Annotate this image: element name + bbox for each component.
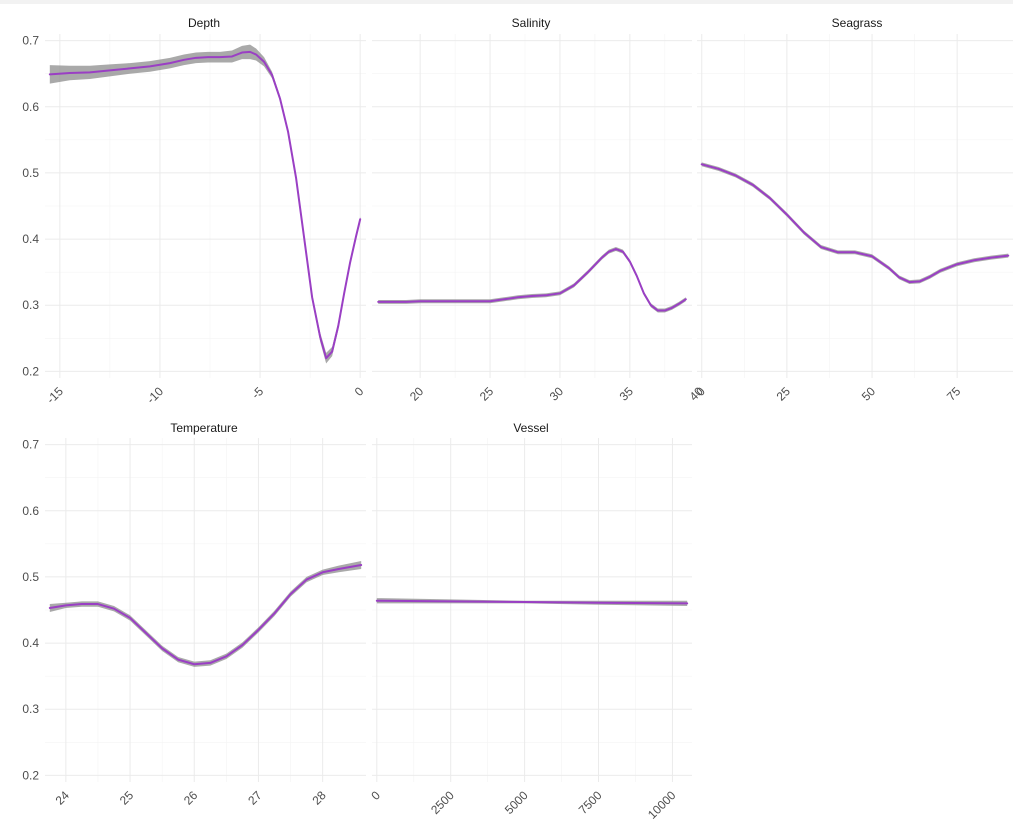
y-tick-label: 0.4 [22,636,39,650]
y-tick-label: 0.4 [22,232,39,246]
confidence-band [701,162,1009,285]
x-tick-label: 25 [477,384,497,404]
x-tick-label: 26 [181,788,201,808]
x-tick-label: 35 [617,384,637,404]
smooth-line [377,248,687,312]
y-tick-label: 0.7 [22,34,39,48]
x-tick-label: 5000 [502,788,531,817]
gridlines [45,34,366,378]
panel-title: Depth [188,16,220,30]
panel-depth: 0.2 0.3 0.4 0.5 0.6 0.7 -15 -10 -5 0 Depth [22,16,366,406]
panel-temperature: 0.2 0.3 0.4 0.5 0.6 0.7 24 25 26 27 28 Temperature [22,421,366,808]
y-tick-label: 0.5 [22,570,39,584]
y-tick-label: 0.7 [22,438,39,452]
x-tick-label: 25 [117,788,137,808]
gridlines [45,438,366,782]
gridlines [372,438,692,782]
panel-title: Vessel [513,421,548,435]
x-tick-label: 2500 [428,788,457,817]
panel-vessel: 0 2500 5000 7500 10000 Vessel [368,421,692,822]
y-tick-label: 0.2 [22,768,39,782]
x-tick-label: 25 [774,384,794,404]
y-tick-label: 0.6 [22,100,39,114]
confidence-band [49,44,361,364]
y-tick-label: 0.5 [22,166,39,180]
panel-title: Temperature [170,421,238,435]
x-tick-label: -10 [144,384,166,406]
y-tick-label: 0.2 [22,364,39,378]
x-tick-label: 20 [407,384,427,404]
y-tick-label: 0.3 [22,702,39,716]
panel-title: Salinity [512,16,551,30]
confidence-band [378,247,686,313]
x-tick-label: 7500 [576,788,605,817]
smooth-line [700,163,1010,284]
x-tick-label: 28 [309,788,329,808]
panel-title: Seagrass [832,16,883,30]
y-tick-label: 0.3 [22,298,39,312]
x-tick-label: 10000 [645,788,679,822]
x-tick-label: -5 [249,384,267,402]
x-tick-label: 24 [53,788,73,808]
y-tick-label: 0.6 [22,504,39,518]
x-tick-label: 27 [245,788,265,808]
x-tick-label: 0 [368,788,383,803]
x-tick-label: 0 [352,384,367,399]
top-edge-strip [0,0,1013,4]
x-tick-label: 75 [944,384,964,404]
x-tick-label: 50 [859,384,879,404]
x-tick-label: -15 [44,384,66,406]
smooth-line [375,599,689,605]
gridlines [697,34,1013,378]
x-tick-label: 30 [547,384,567,404]
smooth-line [48,50,362,360]
smooth-line [48,564,363,666]
gridlines [372,34,692,378]
